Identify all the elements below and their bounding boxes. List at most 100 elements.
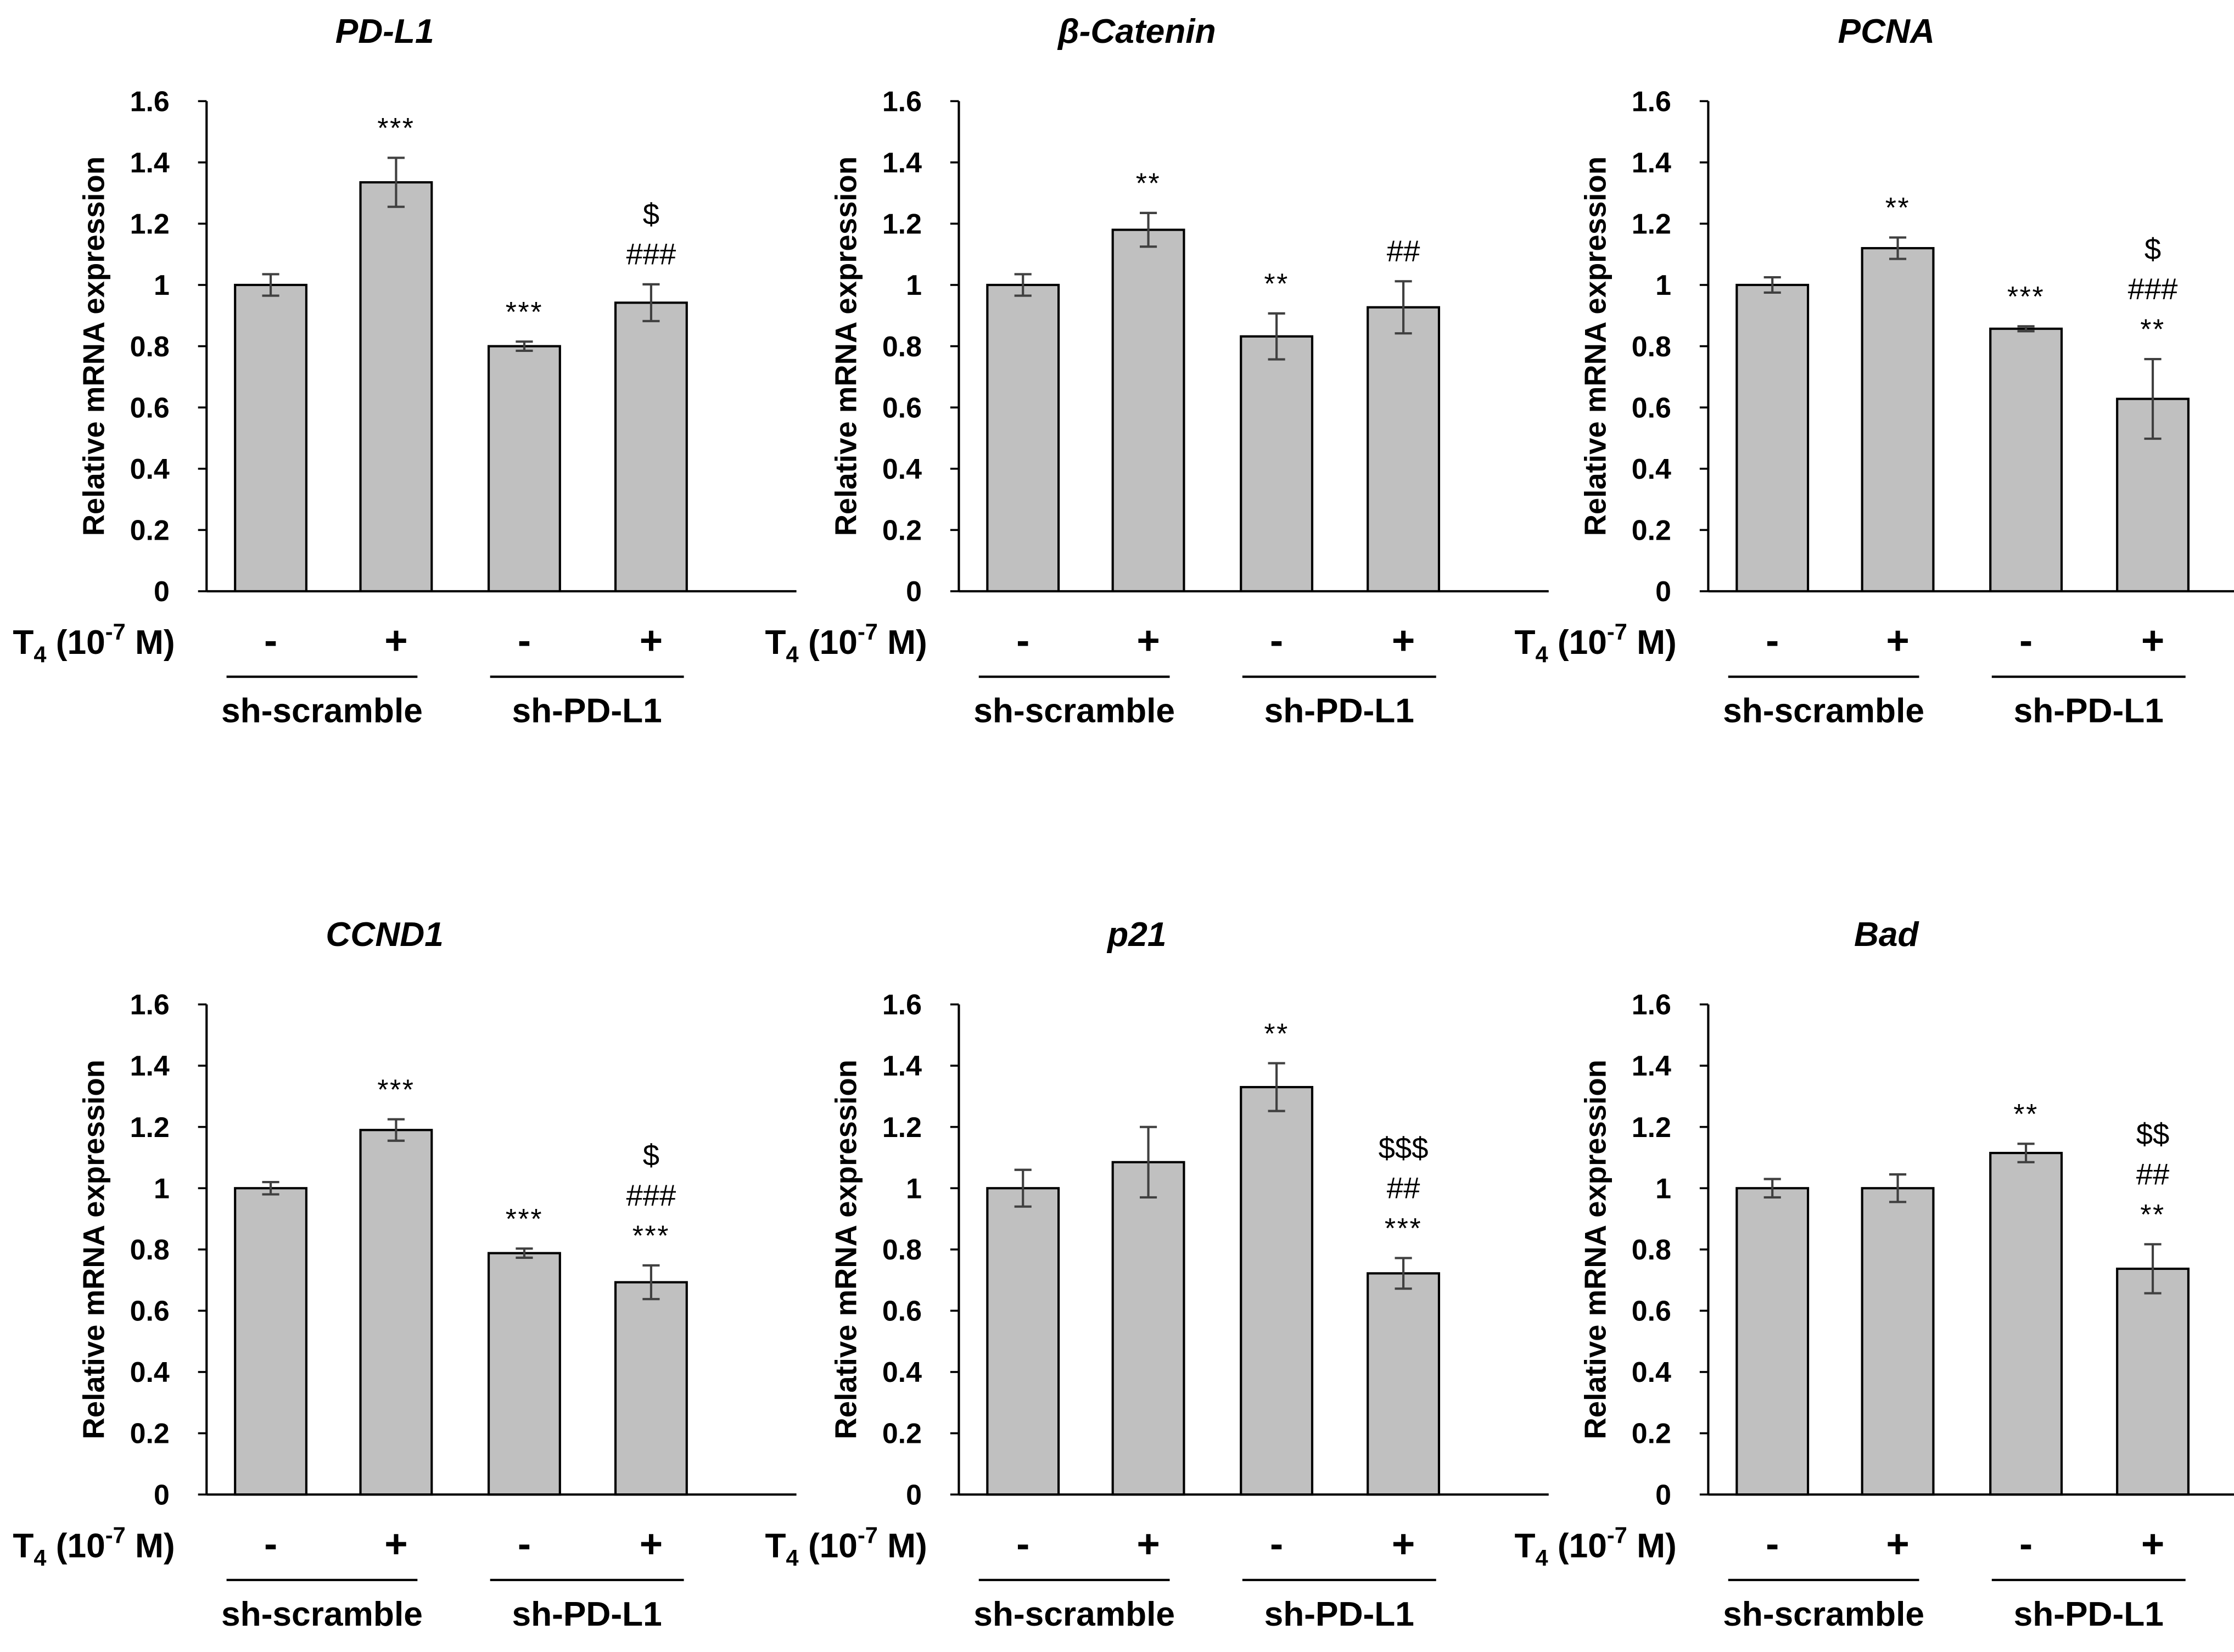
treatment-label-part: T: [1514, 1527, 1535, 1565]
treatment-label-part: -7: [105, 619, 126, 645]
y-tick-label: 0.2: [130, 1418, 170, 1449]
bar-3: [1989, 1151, 2063, 1496]
y-tick-label: 0.8: [882, 1234, 922, 1265]
bar-4: [2116, 1267, 2190, 1496]
treatment-label-part: -7: [1607, 619, 1627, 645]
significance-label: $$: [2136, 1118, 2170, 1151]
y-tick-label: 0.8: [130, 331, 170, 362]
treatment-label: T4 (10-7 M): [1514, 1522, 1676, 1571]
bar-1: [1735, 1187, 1810, 1496]
group-label: sh-PD-L1: [2014, 1595, 2164, 1633]
bar-3: [1989, 327, 2063, 593]
bar-1: [1735, 283, 1810, 593]
treatment-label-part: -7: [858, 619, 878, 645]
y-axis-label: Relative mRNA expression: [77, 156, 110, 536]
treatment-label-part: T: [13, 1527, 33, 1565]
bar-2: [1111, 228, 1185, 593]
treatment-sign: +: [384, 1521, 407, 1566]
y-tick-label: 0.2: [1632, 1418, 1671, 1449]
chart-panel-4: CCND1 Relative mRNA expression 0 0.2 0.4 0.6 0…: [13, 916, 797, 1633]
treatment-sign: +: [1392, 1521, 1415, 1566]
y-tick-label: 1.2: [1632, 208, 1671, 240]
y-tick-label: 0.6: [130, 1295, 170, 1327]
treatment-sign: -: [1766, 618, 1779, 663]
y-tick-label: 0.8: [130, 1234, 170, 1265]
y-tick-label: 0: [154, 575, 170, 607]
significance-label: ***: [632, 1219, 670, 1251]
y-tick-label: 0.6: [1632, 1295, 1671, 1327]
group-label: sh-PD-L1: [1264, 1595, 1414, 1633]
chart-panel-6: Bad Relative mRNA expression 0 0.2 0.4 0.6 0.8…: [1514, 916, 2234, 1633]
treatment-label-part: M): [126, 1527, 175, 1565]
treatment-label-part: -7: [1607, 1522, 1627, 1548]
group-label: sh-PD-L1: [2014, 692, 2164, 730]
chart-title: p21: [1106, 916, 1166, 954]
treatment-sign: +: [384, 618, 407, 663]
treatment-label: T4 (10-7 M): [13, 1522, 175, 1571]
treatment-label-part: -7: [858, 1522, 878, 1548]
chart-title: CCND1: [326, 916, 444, 954]
y-tick-label: 1.4: [130, 1050, 170, 1082]
treatment-sign: +: [640, 1521, 663, 1566]
y-axis-label: Relative mRNA expression: [830, 156, 863, 536]
significance-label: **: [1136, 167, 1161, 199]
treatment-label-part: M): [1627, 624, 1677, 662]
treatment-sign: +: [2141, 618, 2164, 663]
y-tick-label: 1: [906, 1172, 922, 1204]
treatment-label-part: (10: [799, 624, 858, 662]
treatment-label-part: (10: [1548, 1527, 1607, 1565]
bar-2: [1861, 1187, 1935, 1496]
significance-label: ***: [2007, 281, 2045, 312]
chart-panel-1: PD-L1 Relative mRNA expression 0 0.2 0.4 0.6 0…: [13, 13, 797, 730]
bar-4: [614, 301, 688, 593]
bar-1: [986, 283, 1060, 593]
treatment-label: T4 (10-7 M): [1514, 619, 1676, 668]
bar-2: [359, 1129, 433, 1496]
y-tick-label: 1.6: [1632, 85, 1671, 117]
bar-2: [1861, 247, 1935, 593]
y-tick-label: 0: [906, 1479, 922, 1510]
significance-label: ###: [626, 238, 676, 271]
bar-3: [488, 345, 561, 593]
significance-label: $: [643, 198, 659, 231]
chart-title: PCNA: [1838, 13, 1935, 51]
treatment-sign: -: [1270, 618, 1283, 663]
treatment-sign: -: [1766, 1521, 1779, 1566]
treatment-sign: -: [2019, 618, 2033, 663]
treatment-label-part: M): [878, 1527, 927, 1565]
significance-label: **: [1264, 268, 1289, 300]
significance-label: **: [1264, 1017, 1289, 1049]
y-tick-label: 1.6: [1632, 989, 1671, 1021]
y-tick-label: 0.6: [882, 1295, 922, 1327]
y-tick-label: 0: [906, 575, 922, 607]
y-tick-label: 1.6: [130, 85, 170, 117]
treatment-sign: +: [2141, 1521, 2164, 1566]
treatment-label-part: (10: [46, 1527, 105, 1565]
bar-4: [1367, 306, 1441, 593]
bar-4: [614, 1281, 688, 1496]
group-label: sh-scramble: [1723, 1595, 1924, 1633]
y-tick-label: 1: [154, 269, 170, 301]
y-tick-label: 1: [1655, 269, 1671, 301]
group-label: sh-scramble: [1723, 692, 1924, 730]
chart-panel-2: β-Catenin Relative mRNA expression 0 0.2 0.4…: [765, 13, 1549, 730]
chart-panel-5: p21 Relative mRNA expression 0 0.2 0.4 0.6 0.8…: [765, 916, 1549, 1633]
y-tick-label: 1.4: [1632, 1050, 1671, 1082]
treatment-sign: -: [518, 618, 531, 663]
significance-label: ***: [506, 1203, 543, 1235]
y-tick-label: 0.2: [130, 514, 170, 546]
chart-title: Bad: [1854, 916, 1920, 954]
y-tick-label: 1.4: [882, 147, 922, 178]
treatment-label: T4 (10-7 M): [765, 619, 927, 668]
treatment-label-part: M): [126, 624, 175, 662]
treatment-label-part: (10: [799, 1527, 858, 1565]
significance-label: ***: [506, 296, 543, 328]
group-label: sh-scramble: [973, 1595, 1175, 1633]
bar-1: [986, 1187, 1060, 1496]
chart-title: β-Catenin: [1057, 13, 1216, 51]
treatment-label-part: T: [13, 624, 33, 662]
treatment-label-part: -7: [105, 1522, 126, 1548]
y-axis-label: Relative mRNA expression: [830, 1060, 863, 1439]
significance-label: $$$: [1379, 1132, 1429, 1165]
